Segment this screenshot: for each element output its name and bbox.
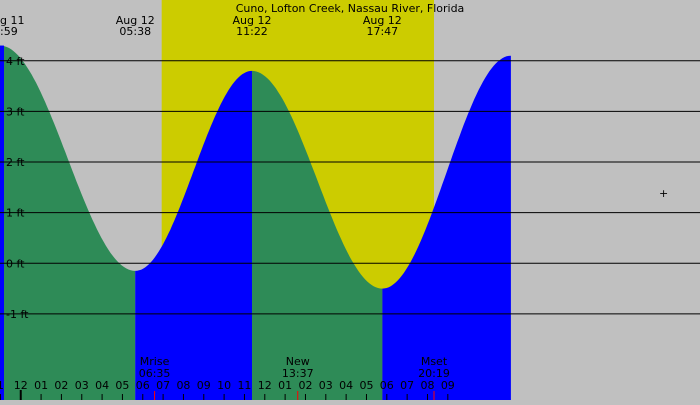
hour-tick-label: 01 [34, 379, 48, 392]
hour-tick-label: 10 [217, 379, 231, 392]
x-axis-ticks: 1 12 01 02 03 04 05 06 07 08 09 10 11 12 01 02 03 04 05 06 0… [0, 379, 455, 400]
hour-tick-label: 02 [298, 379, 312, 392]
left-edge-bar [0, 45, 4, 401]
hour-tick-label: 01 [278, 379, 292, 392]
hour-tick-label: 11 [237, 379, 251, 392]
moon-event-name-1: New [286, 355, 310, 368]
hour-tick-label: 06 [136, 379, 150, 392]
extreme-date-label-0: g 11 [0, 14, 24, 27]
extreme-time-label-3: 17:47 [366, 25, 398, 38]
hour-tick-label: 07 [156, 379, 170, 392]
plus-marker: + [659, 187, 668, 200]
hour-tick-label: 09 [441, 379, 455, 392]
gridline-layer [0, 60, 700, 315]
extreme-time-label-2: 11:22 [236, 25, 268, 38]
hour-tick-label: 07 [400, 379, 414, 392]
hour-tick-label: 12 [14, 379, 28, 392]
hour-tick-label: 03 [319, 379, 333, 392]
falling-tide-segment-2 [252, 70, 383, 401]
hour-tick-label: 1 [0, 379, 4, 392]
moon-event-name-0: Mrise [140, 355, 170, 368]
y-axis-labels: 4 ft 3 ft 2 ft 1 ft 0 ft -1 ft [6, 55, 29, 321]
hour-tick-label: 09 [197, 379, 211, 392]
y-tick-label: 3 ft [6, 105, 25, 118]
hour-tick-label: 12 [258, 379, 272, 392]
extreme-date-label-3: Aug 12 [363, 14, 402, 27]
y-tick-label: 0 ft [6, 257, 25, 270]
rising-tide-segment-1 [135, 70, 252, 401]
hour-tick-label: 08 [420, 379, 434, 392]
hour-tick-label: 08 [176, 379, 190, 392]
y-tick-label: 4 ft [6, 55, 25, 68]
hour-tick-label: 02 [54, 379, 68, 392]
y-tick-label: 1 ft [6, 207, 25, 220]
extreme-time-label-1: 05:38 [119, 25, 151, 38]
extreme-date-label-2: Aug 12 [232, 14, 271, 27]
extreme-time-label-0: :59 [0, 25, 18, 38]
moon-event-name-2: Mset [421, 355, 448, 368]
y-tick-label: 2 ft [6, 156, 25, 169]
hour-tick-label: 05 [359, 379, 373, 392]
extreme-date-label-1: Aug 12 [116, 14, 155, 27]
hour-tick-label: 03 [75, 379, 89, 392]
moon-event-time-2: 20:19 [418, 367, 450, 380]
hour-tick-label: 05 [115, 379, 129, 392]
hour-tick-label: 06 [380, 379, 394, 392]
chart-title: Cuno, Lofton Creek, Nassau River, Florid… [236, 2, 465, 15]
falling-tide-segment-0 [0, 45, 136, 400]
moon-event-time-1: 13:37 [282, 367, 314, 380]
y-tick-label: -1 ft [6, 308, 29, 321]
moon-event-time-0: 06:35 [139, 367, 171, 380]
hour-tick-label: 04 [339, 379, 353, 392]
hour-tick-label: 04 [95, 379, 109, 392]
